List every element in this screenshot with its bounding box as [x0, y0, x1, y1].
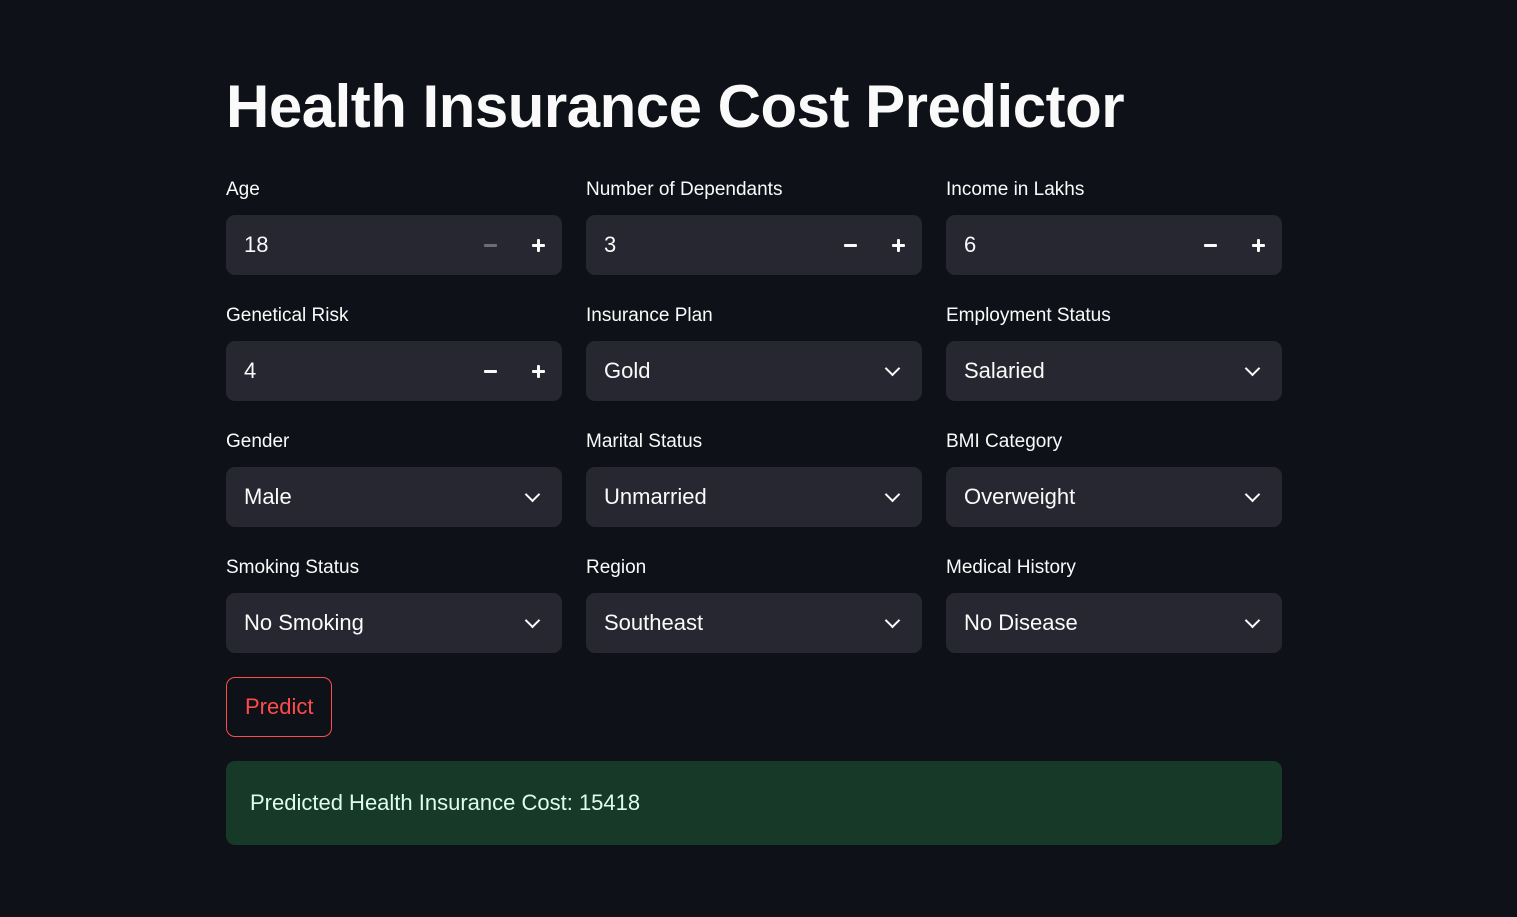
prediction-result-alert: Predicted Health Insurance Cost: 15418 [226, 761, 1282, 845]
bmi-category-select[interactable]: Overweight [946, 467, 1282, 527]
chevron-down-icon[interactable] [862, 341, 922, 401]
age-value[interactable]: 18 [244, 232, 269, 257]
field-label: Age [226, 179, 260, 200]
gender-selected: Male [244, 484, 292, 509]
chevron-down-icon[interactable] [1222, 341, 1282, 401]
dependants-increment-button[interactable] [874, 215, 922, 275]
dependants-value[interactable]: 3 [604, 232, 617, 257]
marital-status-selected: Unmarried [604, 484, 707, 509]
field-genetical-risk: Genetical Risk 4 [226, 304, 562, 430]
chevron-down-icon[interactable] [862, 467, 922, 527]
plus-icon [891, 238, 905, 252]
region-select[interactable]: Southeast [586, 593, 922, 653]
chevron-down-icon[interactable] [1222, 593, 1282, 653]
age-decrement-button[interactable] [466, 215, 514, 275]
minus-icon [843, 243, 857, 247]
plus-icon [1251, 238, 1265, 252]
age-increment-button[interactable] [514, 215, 562, 275]
income-stepper [1186, 215, 1282, 275]
minus-icon [483, 243, 497, 247]
field-label: BMI Category [946, 431, 1063, 452]
predict-button[interactable]: Predict [226, 677, 333, 737]
plus-icon [531, 364, 545, 378]
income-number-input[interactable]: 6 [946, 215, 1282, 275]
field-employment-status: Employment Status Salaried [946, 304, 1282, 430]
page-title: Health Insurance Cost Predictor [226, 73, 1125, 140]
insurance-plan-selected: Gold [604, 358, 651, 383]
minus-icon [1203, 243, 1217, 247]
chevron-down-icon[interactable] [862, 593, 922, 653]
prediction-result-text: Predicted Health Insurance Cost: 15418 [250, 790, 641, 815]
income-decrement-button[interactable] [1186, 215, 1234, 275]
income-increment-button[interactable] [1234, 215, 1282, 275]
smoking-status-select[interactable]: No Smoking [226, 593, 562, 653]
region-selected: Southeast [604, 610, 704, 635]
field-insurance-plan: Insurance Plan Gold [586, 304, 922, 430]
chevron-down-icon[interactable] [502, 467, 562, 527]
field-dependants: Number of Dependants 3 [586, 178, 922, 304]
field-label: Number of Dependants [586, 179, 783, 200]
plus-icon [531, 238, 545, 252]
dependants-decrement-button[interactable] [826, 215, 874, 275]
smoking-status-selected: No Smoking [244, 610, 364, 635]
field-label: Gender [226, 431, 290, 452]
age-number-input[interactable]: 18 [226, 215, 562, 275]
field-marital-status: Marital Status Unmarried [586, 430, 922, 556]
field-label: Employment Status [946, 305, 1111, 326]
field-label: Smoking Status [226, 557, 360, 578]
field-label: Insurance Plan [586, 305, 713, 326]
chevron-down-icon[interactable] [1222, 467, 1282, 527]
minus-icon [483, 369, 497, 373]
bmi-category-selected: Overweight [964, 484, 1076, 509]
field-label: Genetical Risk [226, 305, 349, 326]
field-income: Income in Lakhs 6 [946, 178, 1282, 304]
field-medical-history: Medical History No Disease [946, 556, 1282, 682]
genetical-risk-value[interactable]: 4 [244, 358, 257, 383]
field-bmi-category: BMI Category Overweight [946, 430, 1282, 556]
medical-history-selected: No Disease [964, 610, 1078, 635]
insurance-plan-select[interactable]: Gold [586, 341, 922, 401]
field-smoking-status: Smoking Status No Smoking [226, 556, 562, 682]
field-label: Marital Status [586, 431, 703, 452]
employment-status-select[interactable]: Salaried [946, 341, 1282, 401]
field-age: Age 18 [226, 178, 562, 304]
employment-status-selected: Salaried [964, 358, 1045, 383]
income-value[interactable]: 6 [964, 232, 977, 257]
field-label: Region [586, 557, 647, 578]
field-label: Medical History [946, 557, 1076, 578]
dependants-stepper [826, 215, 922, 275]
field-gender: Gender Male [226, 430, 562, 556]
marital-status-select[interactable]: Unmarried [586, 467, 922, 527]
genetical-risk-number-input[interactable]: 4 [226, 341, 562, 401]
gender-select[interactable]: Male [226, 467, 562, 527]
field-label: Income in Lakhs [946, 179, 1085, 200]
input-grid: Age 18 Number of Dependants 3 In [226, 178, 1282, 682]
age-stepper [466, 215, 562, 275]
field-region: Region Southeast [586, 556, 922, 682]
genetical-risk-increment-button[interactable] [514, 341, 562, 401]
medical-history-select[interactable]: No Disease [946, 593, 1282, 653]
genetical-risk-decrement-button[interactable] [466, 341, 514, 401]
genetical-risk-stepper [466, 341, 562, 401]
chevron-down-icon[interactable] [502, 593, 562, 653]
dependants-number-input[interactable]: 3 [586, 215, 922, 275]
